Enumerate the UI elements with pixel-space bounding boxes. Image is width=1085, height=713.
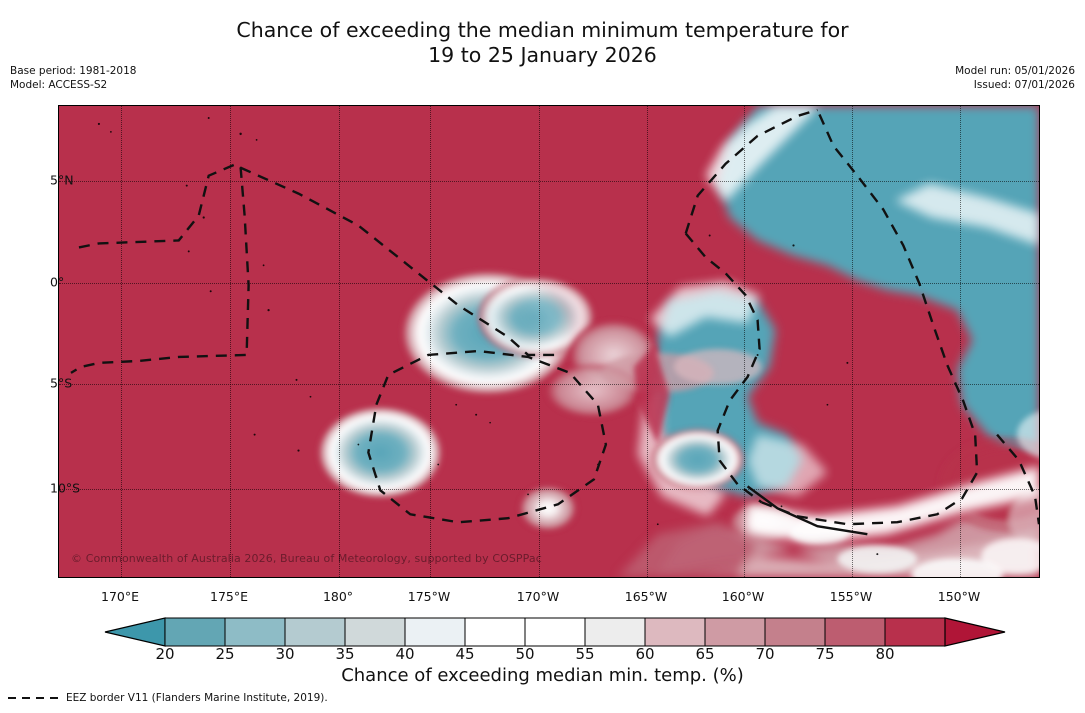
colorbar-tick-label: 80 bbox=[875, 645, 895, 663]
dashed-line-icon bbox=[8, 697, 60, 699]
colorbar-tick-label: 75 bbox=[815, 645, 835, 663]
x-tick-label: 160°W bbox=[721, 589, 765, 604]
colorbar-tick-label: 30 bbox=[275, 645, 295, 663]
x-tick-label: 170°W bbox=[516, 589, 560, 604]
y-tick-label: 5°S bbox=[50, 375, 73, 391]
y-tick-label: 10°S bbox=[50, 480, 81, 496]
x-tick-label: 150°W bbox=[937, 589, 981, 604]
map-contour-field bbox=[59, 106, 1039, 577]
footer-legend: EEZ border V11 (Flanders Marine Institut… bbox=[8, 692, 328, 704]
colorbar-extend-low bbox=[104, 617, 166, 647]
colorbar-caption: Chance of exceeding median min. temp. (%… bbox=[341, 665, 744, 686]
issued-label: Issued: 07/01/2026 bbox=[973, 79, 1075, 91]
copyright-notice: © Commonwealth of Australia 2026, Bureau… bbox=[71, 552, 542, 565]
model-run-label: Model run: 05/01/2026 bbox=[955, 65, 1075, 77]
metadata-right: Model run: 05/01/2026 Issued: 07/01/2026 bbox=[955, 64, 1075, 92]
y-tick-label: 5°N bbox=[50, 172, 74, 188]
colorbar-tick-label: 50 bbox=[515, 645, 535, 663]
colorbar-tick-label: 20 bbox=[155, 645, 175, 663]
colorbar-tick-label: 70 bbox=[755, 645, 775, 663]
x-tick-label: 155°W bbox=[829, 589, 873, 604]
colorbar-tick-label: 60 bbox=[635, 645, 655, 663]
island-speckles bbox=[97, 116, 879, 556]
colorbar-gradient bbox=[104, 617, 1006, 647]
colorbar-tick-label: 25 bbox=[215, 645, 235, 663]
y-tick-label: 0° bbox=[50, 274, 65, 290]
colorbar-tick-label: 40 bbox=[395, 645, 415, 663]
x-tick-label: 175°E bbox=[209, 589, 249, 604]
colorbar-extend-high bbox=[944, 617, 1006, 647]
page-title: Chance of exceeding the median minimum t… bbox=[236, 18, 849, 67]
metadata-left: Base period: 1981-2018 Model: ACCESS-S2 bbox=[10, 64, 136, 92]
base-period-label: Base period: 1981-2018 bbox=[10, 65, 137, 77]
eez-border-lines bbox=[70, 108, 1039, 536]
model-label: Model: ACCESS-S2 bbox=[10, 79, 108, 91]
forecast-map[interactable]: © Commonwealth of Australia 2026, Bureau… bbox=[58, 105, 1040, 578]
x-tick-label: 180° bbox=[322, 589, 354, 604]
eez-legend-label: EEZ border V11 (Flanders Marine Institut… bbox=[66, 692, 328, 704]
x-tick-label: 175°W bbox=[407, 589, 451, 604]
x-tick-label: 165°W bbox=[624, 589, 668, 604]
colorbar-tick-label: 55 bbox=[575, 645, 595, 663]
colorbar-tick-label: 35 bbox=[335, 645, 355, 663]
colorbar-tick-label: 65 bbox=[695, 645, 715, 663]
colorbar-tick-label: 45 bbox=[455, 645, 475, 663]
colorbar[interactable] bbox=[60, 617, 1025, 647]
x-tick-label: 170°E bbox=[100, 589, 140, 604]
